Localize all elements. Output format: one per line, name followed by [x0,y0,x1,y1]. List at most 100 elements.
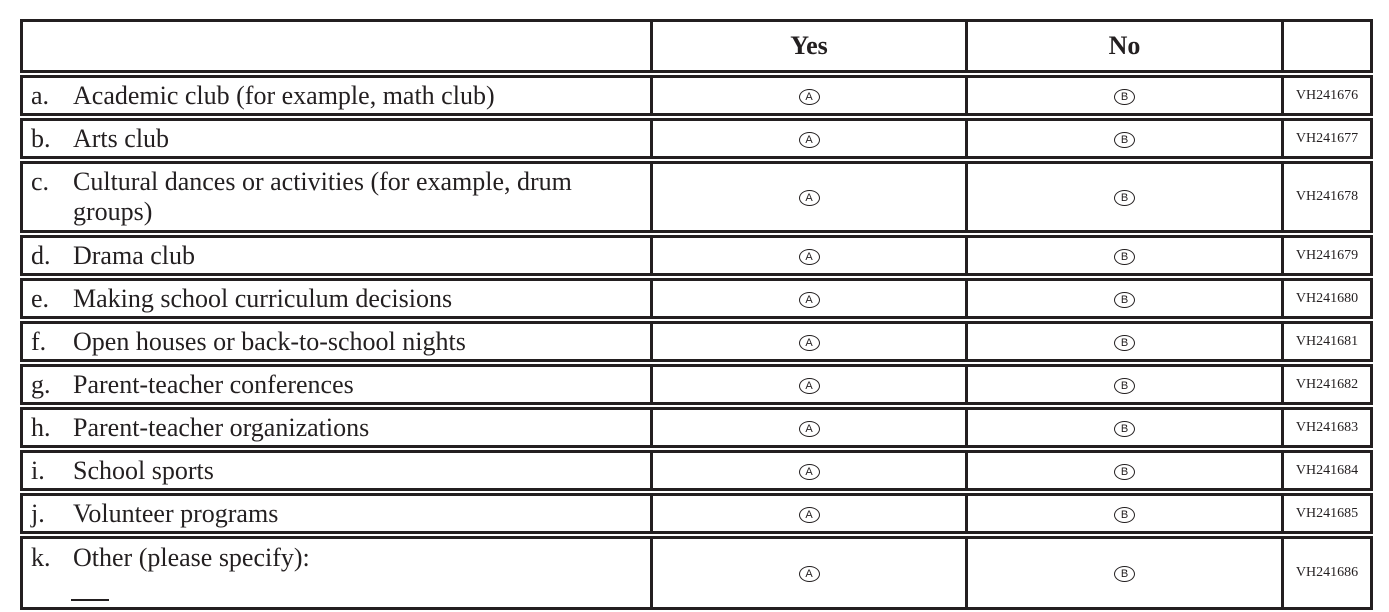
no-radio-bubble[interactable]: B [1114,190,1135,206]
item-label: Cultural dances or activities (for examp… [73,167,572,226]
variable-id: VH241677 [1281,118,1373,159]
no-radio-bubble[interactable]: B [1114,377,1135,394]
no-radio-bubble[interactable]: B [1114,131,1135,148]
item-label-cell: k. Other (please specify): [20,536,650,610]
item-label: Open houses or back-to-school nights [73,326,466,356]
variable-id: VH241676 [1281,75,1373,116]
table-row: a. Academic club (for example, math club… [20,75,1373,116]
no-cell: B [965,278,1281,319]
no-cell: B [965,364,1281,405]
item-label-cell: c. Cultural dances or activities (for ex… [20,161,650,233]
yes-radio-bubble[interactable]: A [798,291,820,308]
header-item [20,19,650,73]
no-radio-bubble[interactable]: B [1114,248,1135,265]
table-row: e. Making school curriculum decisions A … [20,278,1373,319]
survey-table: Yes No a. Academic club (for example, ma… [20,17,1373,612]
no-cell: B [965,161,1281,233]
no-radio-bubble[interactable]: B [1114,420,1135,437]
variable-id: VH241684 [1281,450,1373,491]
item-label: Making school curriculum decisions [73,283,453,313]
item-label-cell: d. Drama club [20,235,650,276]
specify-blank-line[interactable] [71,599,109,601]
yes-cell: A [650,75,965,116]
yes-radio-bubble[interactable]: A [798,334,820,351]
no-cell: B [965,407,1281,448]
item-letter: b. [31,123,51,153]
no-cell: B [965,235,1281,276]
no-radio-bubble[interactable]: B [1114,334,1135,351]
table-row: d. Drama club A B VH241679 [20,235,1373,276]
yes-radio-bubble[interactable]: A [798,190,820,206]
yes-cell: A [650,235,965,276]
yes-cell: A [650,493,965,534]
yes-radio-bubble[interactable]: A [798,566,820,582]
item-letter: c. [31,167,50,196]
no-cell: B [965,118,1281,159]
item-letter: h. [31,412,51,442]
table-row: h. Parent-teacher organizations A B VH24… [20,407,1373,448]
yes-radio-bubble[interactable]: A [798,506,820,523]
yes-radio-bubble[interactable]: A [798,463,820,480]
item-label-cell: e. Making school curriculum decisions [20,278,650,319]
item-letter: a. [31,80,50,110]
item-label-cell: h. Parent-teacher organizations [20,407,650,448]
variable-id: VH241678 [1281,161,1373,233]
header-yes: Yes [650,19,965,73]
no-cell: B [965,536,1281,610]
no-radio-bubble[interactable]: B [1114,506,1135,523]
table-row: i. School sports A B VH241684 [20,450,1373,491]
yes-cell: A [650,278,965,319]
yes-cell: A [650,321,965,362]
table-row: f. Open houses or back-to-school nights … [20,321,1373,362]
yes-cell: A [650,407,965,448]
no-radio-bubble[interactable]: B [1114,566,1135,582]
yes-cell: A [650,536,965,610]
variable-id: VH241686 [1281,536,1373,610]
no-cell: B [965,321,1281,362]
no-radio-bubble[interactable]: B [1114,463,1135,480]
no-cell: B [965,450,1281,491]
item-label-cell: b. Arts club [20,118,650,159]
no-cell: B [965,75,1281,116]
table-row: k. Other (please specify): A B VH241686 [20,536,1373,610]
variable-id: VH241683 [1281,407,1373,448]
header-no: No [965,19,1281,73]
item-letter: i. [31,455,45,485]
yes-radio-bubble[interactable]: A [798,88,820,105]
no-cell: B [965,493,1281,534]
table-row: c. Cultural dances or activities (for ex… [20,161,1373,233]
item-label: Drama club [73,240,196,270]
table-row: b. Arts club A B VH241677 [20,118,1373,159]
yes-radio-bubble[interactable]: A [798,420,820,437]
item-label: Parent-teacher conferences [73,369,354,399]
no-radio-bubble[interactable]: B [1114,291,1135,308]
yes-radio-bubble[interactable]: A [798,131,820,148]
table-row: j. Volunteer programs A B VH241685 [20,493,1373,534]
item-letter: j. [31,498,45,528]
item-letter: d. [31,240,51,270]
item-label: Other (please specify): [73,543,310,572]
yes-cell: A [650,118,965,159]
item-label-cell: j. Volunteer programs [20,493,650,534]
variable-id: VH241682 [1281,364,1373,405]
item-label: Academic club (for example, math club) [73,80,495,110]
item-label: School sports [73,455,214,485]
item-letter: f. [31,326,47,356]
header-id [1281,19,1373,73]
item-label-cell: g. Parent-teacher conferences [20,364,650,405]
no-radio-bubble[interactable]: B [1114,88,1135,105]
item-label-cell: i. School sports [20,450,650,491]
item-label-cell: a. Academic club (for example, math club… [20,75,650,116]
item-label: Parent-teacher organizations [73,412,370,442]
yes-radio-bubble[interactable]: A [798,377,820,394]
yes-cell: A [650,450,965,491]
table-row: g. Parent-teacher conferences A B VH2416… [20,364,1373,405]
item-letter: k. [31,543,51,572]
header-row: Yes No [20,19,1373,73]
yes-radio-bubble[interactable]: A [798,248,820,265]
item-label: Volunteer programs [73,498,279,528]
item-letter: g. [31,369,51,399]
variable-id: VH241681 [1281,321,1373,362]
variable-id: VH241680 [1281,278,1373,319]
variable-id: VH241679 [1281,235,1373,276]
